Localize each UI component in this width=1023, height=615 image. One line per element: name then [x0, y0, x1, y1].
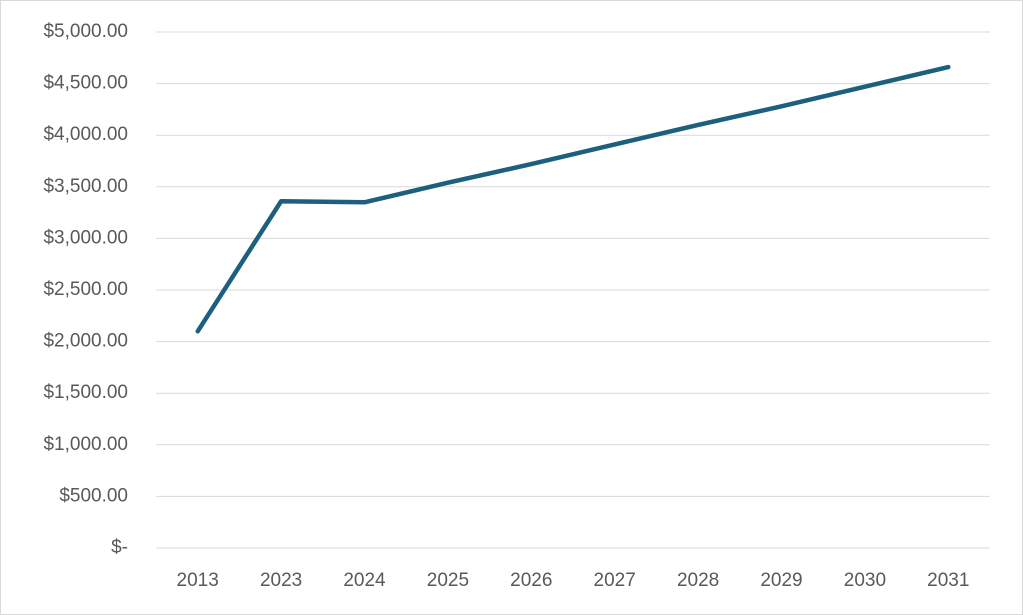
y-tick-label: $3,000.00 — [43, 227, 128, 248]
y-tick-label: $2,500.00 — [43, 279, 128, 300]
y-tick-label: $3,500.00 — [43, 176, 128, 197]
x-tick-label: 2031 — [927, 570, 969, 591]
x-tick-label: 2026 — [510, 570, 552, 591]
y-tick-label: $1,500.00 — [43, 382, 128, 403]
y-tick-label: $500.00 — [59, 485, 128, 506]
y-tick-label: $- — [111, 537, 128, 558]
x-tick-label: 2023 — [260, 570, 302, 591]
x-tick-label: 2027 — [594, 570, 636, 591]
x-tick-label: 2025 — [427, 570, 469, 591]
y-tick-label: $4,500.00 — [43, 73, 128, 94]
y-tick-label: $5,000.00 — [43, 21, 128, 42]
y-tick-label: $2,000.00 — [43, 331, 128, 352]
data-line — [195, 64, 951, 334]
x-tick-label: 2013 — [177, 570, 219, 591]
x-tick-label: 2028 — [677, 570, 719, 591]
y-tick-label: $1,000.00 — [43, 434, 128, 455]
x-tick-label: 2024 — [343, 570, 386, 591]
y-tick-label: $4,000.00 — [43, 124, 128, 145]
x-tick-label: 2029 — [760, 570, 802, 591]
x-tick-label: 2030 — [844, 570, 886, 591]
